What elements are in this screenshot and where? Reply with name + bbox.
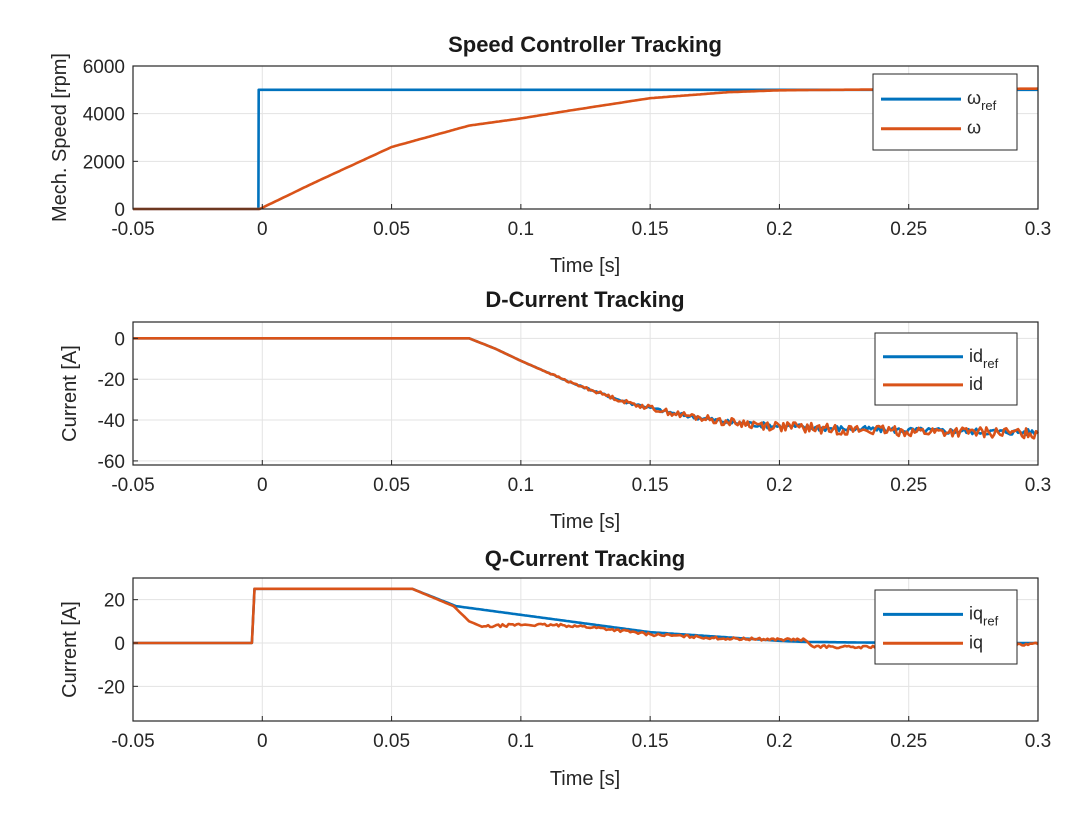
x-tick-label: 0.1 bbox=[508, 731, 534, 752]
x-tick-label: 0.2 bbox=[766, 475, 792, 496]
x-axis-label: Time [s] bbox=[550, 255, 620, 277]
x-tick-label: 0.1 bbox=[508, 475, 534, 496]
x-tick-label: 0.15 bbox=[632, 475, 669, 496]
y-tick-label: 0 bbox=[114, 634, 125, 655]
y-tick-label: 20 bbox=[104, 591, 125, 612]
y-tick-label: 0 bbox=[114, 200, 125, 221]
x-tick-label: 0 bbox=[257, 731, 268, 752]
chart-title: Speed Controller Tracking bbox=[448, 32, 722, 57]
legend-label: ω bbox=[967, 118, 981, 138]
x-tick-label: 0.3 bbox=[1025, 475, 1051, 496]
y-tick-label: -60 bbox=[98, 452, 125, 473]
x-tick-label: 0.05 bbox=[373, 731, 410, 752]
x-tick-label: 0.25 bbox=[890, 219, 927, 240]
chart-title: Q-Current Tracking bbox=[485, 546, 685, 571]
legend-box bbox=[874, 332, 1018, 406]
plot-frame bbox=[132, 65, 1039, 210]
x-tick-label: 0.2 bbox=[766, 219, 792, 240]
legend-label: iq bbox=[969, 632, 983, 652]
series-group bbox=[133, 336, 1039, 440]
series-line-id bbox=[133, 336, 1039, 440]
tick-labels: -0.05 0 0.05 0.1 0.15 0.2 0.25 0.3 -60 -40 -20 0 bbox=[98, 329, 1052, 496]
x-tick-label: 0.15 bbox=[632, 219, 669, 240]
legend-box bbox=[874, 589, 1018, 665]
x-tick-label: -0.05 bbox=[111, 475, 154, 496]
x-tick-label: 0 bbox=[257, 219, 268, 240]
tick-labels: -0.05 0 0.05 0.1 0.15 0.2 0.25 0.3 -20 0 20 bbox=[98, 591, 1052, 752]
y-axis-label: Current [A] bbox=[59, 345, 81, 442]
x-tick-label: 0.05 bbox=[373, 219, 410, 240]
x-axis-label: Time [s] bbox=[550, 768, 620, 790]
y-tick-label: -40 bbox=[98, 411, 125, 432]
y-tick-label: 4000 bbox=[83, 105, 125, 126]
x-tick-label: 0.25 bbox=[890, 475, 927, 496]
x-tick-label: -0.05 bbox=[111, 219, 154, 240]
speed-tracking-chart: Speed Controller Tracking -0.05 0 0.05 0.1 0… bbox=[49, 32, 1051, 277]
plot-frame bbox=[132, 577, 1039, 722]
x-tick-label: 0.2 bbox=[766, 731, 792, 752]
x-tick-label: 0.05 bbox=[373, 475, 410, 496]
legend-label: id bbox=[969, 374, 983, 394]
y-axis-label: Mech. Speed [rpm] bbox=[49, 53, 71, 222]
plot-frame bbox=[132, 321, 1039, 466]
y-tick-label: 2000 bbox=[83, 152, 125, 173]
x-tick-label: 0.15 bbox=[632, 731, 669, 752]
y-tick-label: 6000 bbox=[83, 57, 125, 78]
x-tick-label: 0.25 bbox=[890, 731, 927, 752]
d-current-tracking-chart: D-Current Tracking -0.05 0 0.05 0.1 0.15 0.2 0… bbox=[59, 287, 1051, 533]
q-current-tracking-chart: Q-Current Tracking -0.05 0 0.05 0.1 0.15 0.2 0… bbox=[59, 546, 1051, 790]
chart-title: D-Current Tracking bbox=[485, 287, 684, 312]
y-tick-label: -20 bbox=[98, 370, 125, 391]
x-tick-label: 0 bbox=[257, 475, 268, 496]
y-tick-label: 0 bbox=[114, 329, 125, 350]
x-tick-label: 0.1 bbox=[508, 219, 534, 240]
x-axis-label: Time [s] bbox=[550, 511, 620, 533]
y-axis-label: Current [A] bbox=[59, 601, 81, 698]
y-tick-label: -20 bbox=[98, 677, 125, 698]
x-tick-label: -0.05 bbox=[111, 731, 154, 752]
x-tick-label: 0.3 bbox=[1025, 219, 1051, 240]
x-tick-label: 0.3 bbox=[1025, 731, 1051, 752]
legend-box bbox=[872, 73, 1018, 151]
